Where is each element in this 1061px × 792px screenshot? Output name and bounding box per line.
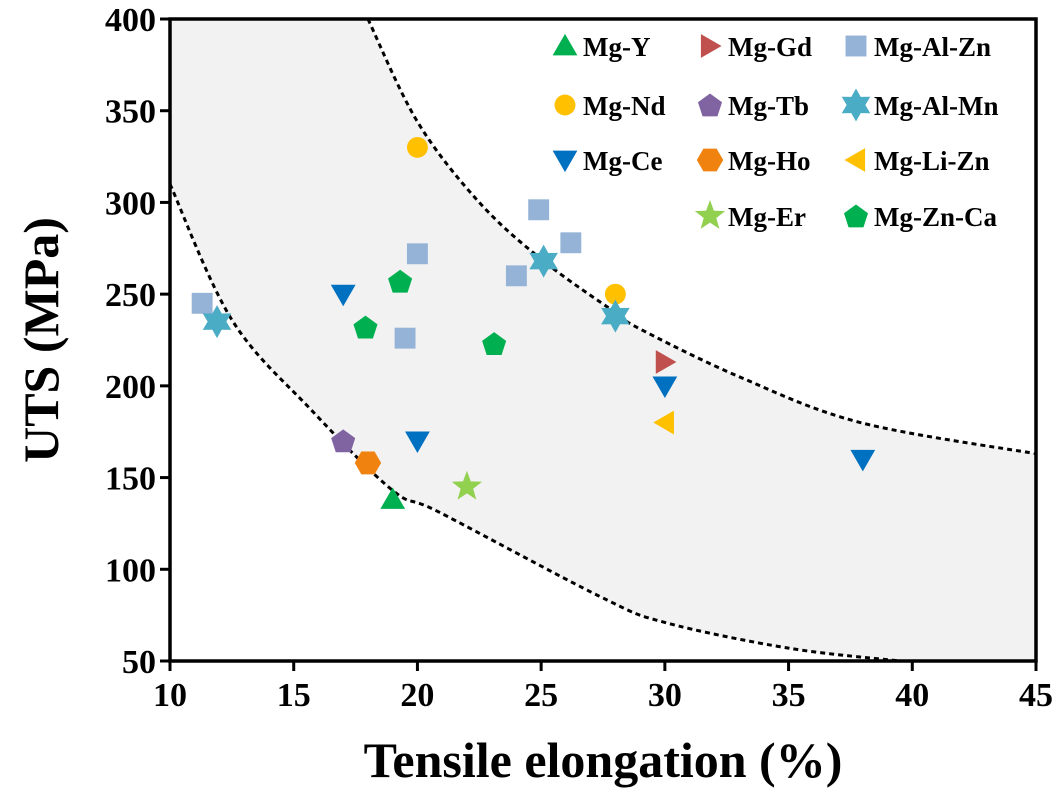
series-mg-li-zn xyxy=(653,410,674,435)
legend-item-mg-li-zn: Mg-Li-Zn xyxy=(844,146,990,176)
legend-label-mg-al-mn: Mg-Al-Mn xyxy=(874,91,998,121)
plot-frame xyxy=(168,17,1038,663)
data-point-mg-y xyxy=(380,487,406,509)
y-tick-label: 150 xyxy=(105,461,156,498)
legend-item-mg-gd: Mg-Gd xyxy=(700,32,812,62)
legend-marker-mg-y xyxy=(552,33,578,56)
legend-marker-mg-er xyxy=(694,200,726,229)
legend-item-mg-zn-ca: Mg-Zn-Ca xyxy=(843,202,997,232)
legend-item-mg-y: Mg-Y xyxy=(552,32,650,62)
legend-item-mg-al-mn: Mg-Al-Mn xyxy=(841,88,998,122)
series-mg-al-zn xyxy=(191,199,582,349)
shaded-band xyxy=(170,19,1036,661)
data-point-mg-ce xyxy=(330,284,356,307)
legend-item-mg-er: Mg-Er xyxy=(694,200,806,232)
legend-marker-mg-nd xyxy=(554,94,576,116)
legend-marker-mg-ce xyxy=(552,150,578,173)
series-mg-zn-ca xyxy=(353,269,507,355)
y-tick-label: 100 xyxy=(105,552,156,589)
legend-item-mg-ho: Mg-Ho xyxy=(696,146,810,176)
legend-marker-mg-al-zn xyxy=(845,35,867,57)
data-point-mg-al-zn xyxy=(528,199,550,221)
data-point-mg-tb xyxy=(331,429,356,453)
shaded-band-area xyxy=(170,19,1036,661)
x-tick-label: 10 xyxy=(153,677,187,714)
legend-marker-mg-zn-ca xyxy=(843,204,869,228)
boundary-curves xyxy=(168,18,1037,663)
y-tick-label: 400 xyxy=(105,2,156,39)
legend-label-mg-er: Mg-Er xyxy=(728,202,806,232)
y-tick-label: 200 xyxy=(105,369,156,406)
data-point-mg-al-mn xyxy=(202,305,232,339)
data-point-mg-al-zn xyxy=(505,265,527,287)
lower-boundary-curve xyxy=(168,183,901,663)
plot-border xyxy=(168,17,1038,663)
y-axis-ticks: 50 100 150 200 250 300 350 400 xyxy=(105,2,170,681)
x-tick-label: 25 xyxy=(524,677,558,714)
legend-item-mg-al-zn: Mg-Al-Zn xyxy=(845,32,991,62)
legend-label-mg-ho: Mg-Ho xyxy=(728,146,810,176)
legend-label-mg-tb: Mg-Tb xyxy=(728,91,809,121)
legend-item-mg-tb: Mg-Tb xyxy=(697,91,809,121)
y-tick-label: 50 xyxy=(122,644,156,681)
data-point-mg-nd xyxy=(604,283,626,305)
series-mg-gd xyxy=(655,350,677,374)
y-tick-label: 350 xyxy=(105,94,156,131)
y-tick-label: 250 xyxy=(105,277,156,314)
data-point-mg-al-zn xyxy=(394,327,416,349)
data-point-mg-li-zn xyxy=(653,410,674,435)
data-point-mg-nd xyxy=(406,136,428,158)
legend-label-mg-gd: Mg-Gd xyxy=(728,32,812,62)
data-point-mg-ho xyxy=(354,451,382,475)
data-point-mg-al-zn xyxy=(560,232,582,254)
series-mg-tb xyxy=(331,429,356,453)
data-point-mg-ce xyxy=(405,431,430,453)
legend-marker-mg-li-zn xyxy=(844,148,866,172)
x-tick-label: 30 xyxy=(648,677,682,714)
legend-marker-mg-gd xyxy=(700,34,722,58)
x-tick-label: 35 xyxy=(772,677,806,714)
legend-label-mg-zn-ca: Mg-Zn-Ca xyxy=(874,202,997,232)
data-point-mg-al-mn xyxy=(601,299,630,333)
x-tick-label: 45 xyxy=(1019,677,1053,714)
series-mg-ce xyxy=(330,284,876,472)
legend-label-mg-y: Mg-Y xyxy=(583,32,650,62)
data-point-mg-gd xyxy=(655,350,677,374)
data-point-mg-al-mn xyxy=(529,244,558,278)
x-axis-title: Tensile elongation (%) xyxy=(364,732,843,788)
legend-label-mg-al-zn: Mg-Al-Zn xyxy=(874,32,991,62)
x-tick-label: 20 xyxy=(400,677,434,714)
data-point-mg-er xyxy=(451,470,483,500)
series-mg-ho xyxy=(354,451,382,475)
data-point-mg-zn-ca xyxy=(353,315,378,339)
y-axis-title: UTS (MPa) xyxy=(13,217,69,463)
legend: Mg-Y Mg-Nd Mg-Ce Mg-Gd Mg-Tb Mg-Ho Mg-Er Mg-Al-… xyxy=(552,32,998,232)
legend-marker-mg-al-mn xyxy=(841,88,871,122)
legend-item-mg-nd: Mg-Nd xyxy=(554,91,666,121)
legend-item-mg-ce: Mg-Ce xyxy=(552,146,662,176)
data-point-mg-zn-ca xyxy=(388,269,413,293)
legend-marker-mg-ho xyxy=(696,148,724,172)
y-tick-label: 300 xyxy=(105,185,156,222)
x-tick-label: 40 xyxy=(895,677,929,714)
legend-label-mg-ce: Mg-Ce xyxy=(583,146,662,176)
series-mg-al-mn xyxy=(202,244,630,339)
x-tick-label: 15 xyxy=(277,677,311,714)
x-axis-ticks: 10 15 20 25 30 35 40 45 xyxy=(153,661,1053,714)
data-point-mg-ce xyxy=(652,376,678,398)
upper-boundary-curve xyxy=(366,18,1037,456)
series-mg-y xyxy=(380,487,406,509)
data-point-mg-ce xyxy=(850,449,876,472)
data-point-mg-zn-ca xyxy=(482,332,507,355)
data-point-mg-al-zn xyxy=(191,292,213,314)
legend-label-mg-li-zn: Mg-Li-Zn xyxy=(874,146,990,176)
legend-label-mg-nd: Mg-Nd xyxy=(583,91,666,121)
data-points xyxy=(191,136,876,509)
legend-marker-mg-tb xyxy=(697,93,723,117)
series-mg-er xyxy=(451,470,483,500)
data-point-mg-al-zn xyxy=(406,243,428,265)
series-mg-nd xyxy=(406,136,626,305)
